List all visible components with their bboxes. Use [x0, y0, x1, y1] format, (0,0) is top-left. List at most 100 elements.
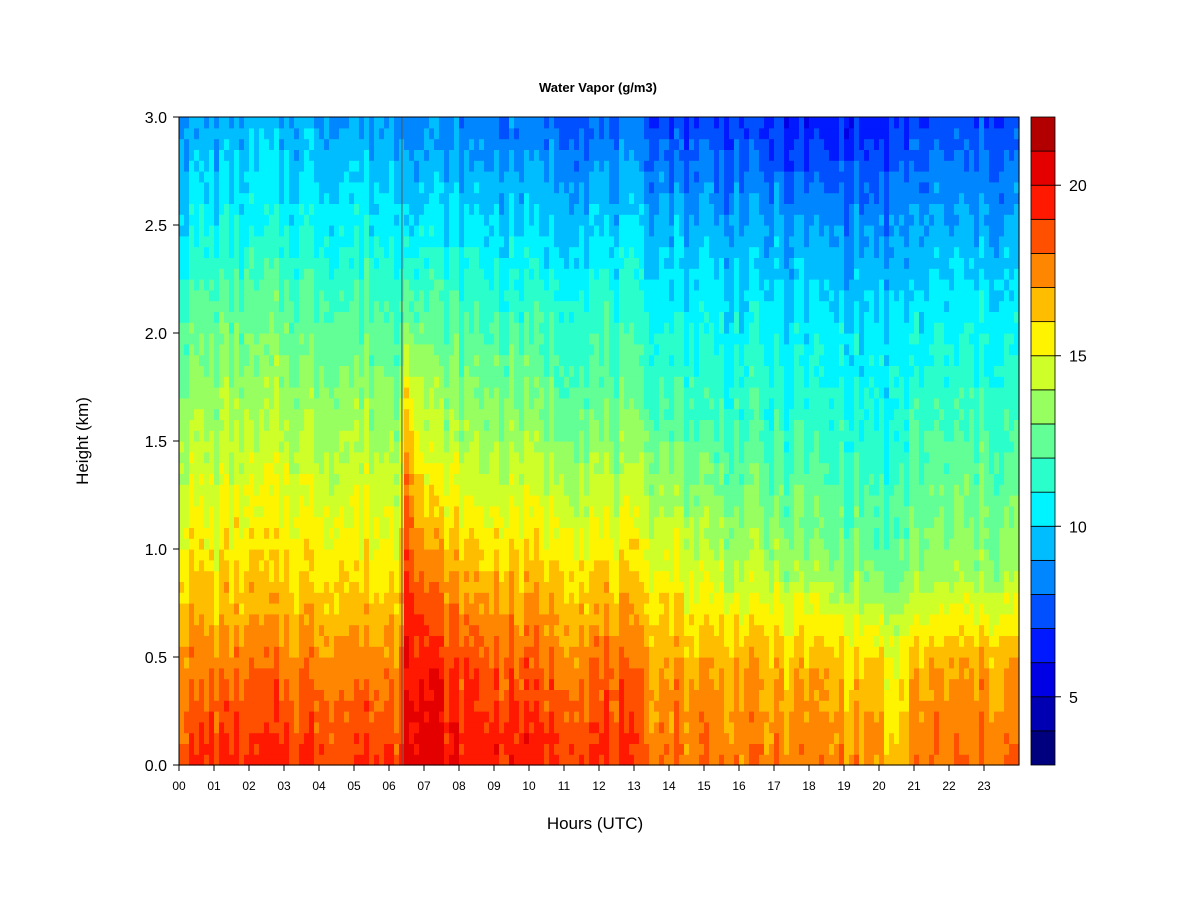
heatmap-cell: [394, 549, 400, 561]
heatmap-cell: [474, 441, 480, 453]
heatmap-cell: [204, 570, 210, 582]
heatmap-cell: [314, 171, 320, 183]
heatmap-cell: [414, 181, 420, 194]
heatmap-cell: [349, 268, 355, 280]
heatmap-cell: [349, 635, 355, 647]
heatmap-cell: [194, 754, 200, 766]
heatmap-cell: [519, 311, 525, 323]
heatmap-cell: [304, 268, 310, 280]
heatmap-cell: [469, 473, 475, 485]
heatmap-cell: [459, 451, 465, 464]
heatmap-cell: [259, 646, 265, 658]
heatmap-cell: [289, 441, 295, 453]
heatmap-cell: [304, 430, 310, 442]
heatmap-cell: [249, 430, 255, 442]
heatmap-cell: [589, 430, 595, 442]
heatmap-cell: [344, 322, 350, 334]
heatmap-cell: [519, 225, 525, 237]
heatmap-cell: [564, 365, 570, 377]
heatmap-cell: [539, 268, 545, 280]
heatmap-cell: [534, 203, 540, 215]
heatmap-cell: [179, 711, 185, 723]
heatmap-cell: [259, 171, 265, 183]
heatmap-cell: [404, 354, 410, 366]
heatmap-cell: [194, 279, 200, 291]
heatmap-cell: [209, 289, 215, 302]
heatmap-cell: [284, 657, 290, 669]
heatmap-cell: [369, 462, 375, 474]
heatmap-cell: [534, 397, 540, 410]
heatmap-cell: [514, 365, 520, 377]
heatmap-cell: [324, 451, 330, 464]
heatmap-cell: [434, 246, 440, 258]
heatmap-cell: [394, 516, 400, 528]
heatmap-cell: [379, 419, 385, 431]
heatmap-cell: [304, 667, 310, 680]
heatmap-cell: [429, 203, 435, 215]
heatmap-cell: [534, 592, 540, 604]
heatmap-cell: [449, 214, 455, 226]
heatmap-cell: [339, 743, 345, 755]
heatmap-cell: [254, 117, 260, 129]
heatmap-cell: [549, 127, 555, 140]
heatmap-cell: [389, 171, 395, 183]
heatmap-cell: [234, 462, 240, 474]
heatmap-cell: [414, 333, 420, 345]
heatmap-cell: [584, 387, 590, 399]
heatmap-cell: [474, 624, 480, 636]
heatmap-cell: [589, 322, 595, 334]
heatmap-cell: [239, 311, 245, 323]
heatmap-cell: [459, 279, 465, 291]
heatmap-cell: [434, 235, 440, 248]
heatmap-cell: [579, 257, 585, 269]
heatmap-cell: [524, 473, 530, 485]
heatmap-cell: [229, 430, 235, 442]
heatmap-cell: [554, 289, 560, 302]
heatmap-cell: [194, 300, 200, 312]
heatmap-cell: [349, 559, 355, 572]
heatmap-cell: [194, 657, 200, 669]
heatmap-cell: [269, 711, 275, 723]
heatmap-cell: [389, 624, 395, 636]
heatmap-cell: [549, 225, 555, 237]
heatmap-cell: [264, 516, 270, 528]
heatmap-cell: [194, 225, 200, 237]
heatmap-cell: [449, 225, 455, 237]
heatmap-cell: [534, 322, 540, 334]
heatmap-cell: [589, 214, 595, 226]
heatmap-cell: [224, 721, 230, 734]
heatmap-cell: [394, 246, 400, 258]
heatmap-cell: [494, 689, 500, 701]
heatmap-cell: [429, 192, 435, 204]
heatmap-cell: [474, 117, 480, 129]
heatmap-cell: [264, 408, 270, 420]
heatmap-cell: [329, 667, 335, 680]
heatmap-cell: [544, 343, 550, 356]
heatmap-cell: [309, 311, 315, 323]
heatmap-cell: [474, 667, 480, 680]
heatmap-cell: [349, 743, 355, 755]
heatmap-cell: [519, 441, 525, 453]
heatmap-cell: [554, 138, 560, 150]
heatmap-cell: [369, 246, 375, 258]
heatmap-cell: [534, 387, 540, 399]
heatmap-cell: [229, 689, 235, 701]
heatmap-cell: [519, 657, 525, 669]
heatmap-cell: [544, 441, 550, 453]
heatmap-cell: [349, 160, 355, 172]
heatmap-cell: [229, 138, 235, 150]
heatmap-cell: [459, 408, 465, 420]
heatmap-cell: [304, 225, 310, 237]
heatmap-cell: [339, 505, 345, 518]
heatmap-cell: [294, 721, 300, 734]
heatmap-cell: [319, 754, 325, 766]
heatmap-cell: [279, 354, 285, 366]
heatmap-cell: [424, 246, 430, 258]
heatmap-cell: [184, 279, 190, 291]
heatmap-cell: [249, 127, 255, 140]
heatmap-cell: [419, 689, 425, 701]
heatmap-cell: [284, 754, 290, 766]
heatmap-cell: [524, 430, 530, 442]
heatmap-cell: [549, 354, 555, 366]
heatmap-cell: [344, 559, 350, 572]
